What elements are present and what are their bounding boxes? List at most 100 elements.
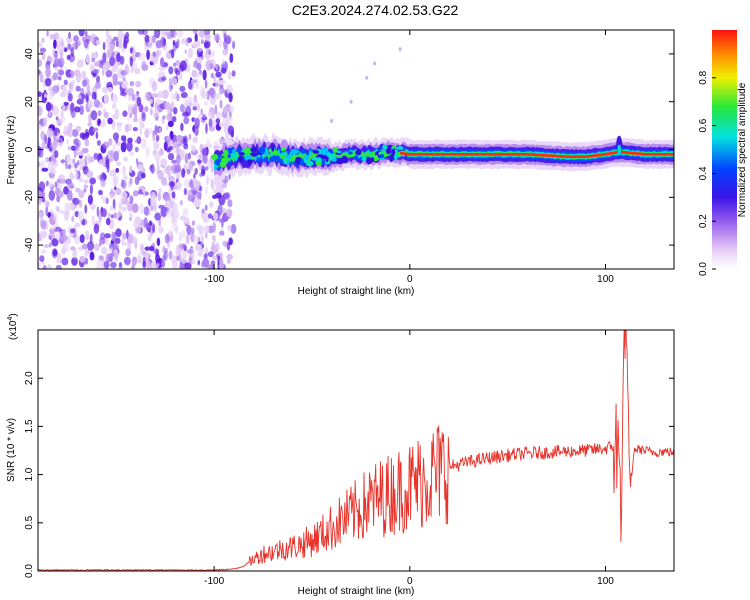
noise-speckle — [132, 190, 139, 197]
noise-speckle — [168, 77, 172, 83]
noise-speckle — [83, 184, 89, 189]
noise-speckle — [202, 258, 210, 268]
noise-speckle — [224, 122, 228, 128]
noise-speckle — [57, 42, 63, 53]
noise-speckle — [172, 40, 176, 46]
noise-speckle — [200, 108, 203, 115]
noise-speckle — [210, 163, 214, 173]
noise-speckle — [158, 127, 162, 133]
noise-speckle — [63, 101, 69, 106]
noise-speckle — [103, 260, 110, 269]
noise-speckle — [171, 159, 178, 164]
noise-speckle — [138, 189, 143, 195]
noise-speckle — [56, 195, 61, 203]
noise-speckle — [96, 258, 103, 267]
noise-speckle — [43, 244, 50, 248]
signal-blob — [396, 146, 404, 150]
noise-speckle — [186, 249, 194, 254]
noise-speckle — [365, 75, 369, 80]
noise-speckle — [79, 105, 84, 115]
signal-blob — [231, 154, 239, 158]
noise-speckle — [75, 125, 82, 132]
noise-speckle — [166, 200, 170, 206]
noise-speckle — [128, 95, 132, 101]
noise-speckle — [91, 215, 96, 226]
noise-speckle — [51, 238, 59, 247]
noise-speckle — [162, 245, 166, 254]
noise-speckle — [65, 244, 69, 252]
noise-speckle — [95, 264, 103, 269]
noise-speckle — [40, 190, 46, 199]
noise-speckle — [69, 228, 75, 234]
noise-speckle — [132, 117, 139, 123]
noise-speckle — [154, 30, 161, 39]
noise-speckle — [89, 184, 93, 195]
noise-speckle — [188, 163, 193, 170]
noise-speckle — [196, 103, 201, 112]
noise-speckle — [173, 107, 178, 115]
noise-speckle — [117, 39, 123, 49]
noise-speckle — [158, 226, 164, 234]
noise-speckle — [92, 72, 97, 78]
noise-speckle — [121, 179, 127, 189]
noise-speckle — [122, 232, 127, 240]
noise-speckle — [48, 182, 53, 188]
noise-speckle — [177, 181, 180, 187]
noise-speckle — [83, 188, 87, 193]
noise-speckle — [224, 132, 230, 138]
noise-speckle — [136, 226, 142, 234]
noise-speckle — [210, 72, 215, 79]
noise-speckle — [56, 36, 65, 45]
noise-speckle — [193, 136, 199, 143]
noise-speckle — [226, 253, 233, 260]
noise-speckle — [104, 111, 109, 119]
noise-speckle — [58, 174, 66, 182]
noise-speckle — [56, 132, 60, 142]
noise-speckle — [48, 189, 55, 201]
noise-speckle — [199, 172, 203, 177]
noise-speckle — [161, 30, 166, 38]
noise-speckle — [152, 223, 156, 234]
noise-speckle — [105, 197, 109, 205]
noise-speckle — [188, 133, 192, 141]
noise-speckle — [98, 159, 104, 165]
noise-speckle — [76, 71, 80, 78]
noise-speckle — [152, 81, 158, 92]
noise-speckle — [175, 60, 181, 66]
noise-speckle — [207, 111, 212, 117]
noise-speckle — [137, 252, 141, 261]
noise-speckle — [196, 39, 201, 48]
noise-speckle — [155, 49, 160, 58]
noise-speckle — [88, 113, 92, 124]
noise-speckle — [94, 243, 100, 251]
noise-speckle — [144, 246, 151, 251]
noise-speckle — [48, 242, 52, 248]
noise-speckle — [144, 106, 149, 113]
noise-speckle — [137, 170, 143, 181]
noise-speckle — [60, 110, 64, 118]
noise-speckle — [52, 90, 56, 97]
noise-speckle — [72, 197, 80, 205]
noise-speckle — [48, 235, 52, 240]
noise-speckle — [82, 79, 88, 88]
noise-speckle — [373, 61, 377, 66]
noise-speckle — [160, 158, 168, 167]
snr-multiplier: (x104) — [7, 313, 19, 340]
noise-speckle — [107, 87, 113, 92]
colorbar-gradient — [712, 30, 737, 269]
noise-speckle — [167, 152, 175, 161]
noise-speckle — [77, 146, 81, 152]
noise-speckle — [38, 70, 41, 75]
noise-speckle — [127, 104, 132, 115]
noise-speckle — [54, 150, 59, 159]
noise-speckle — [111, 231, 115, 242]
noise-speckle — [86, 170, 94, 179]
noise-speckle — [154, 212, 162, 221]
noise-speckle — [215, 111, 223, 119]
noise-speckle — [123, 138, 127, 149]
noise-speckle — [152, 248, 160, 254]
noise-speckle — [111, 65, 115, 74]
noise-speckle — [164, 196, 172, 202]
noise-speckle — [208, 118, 213, 128]
noise-speckle — [85, 95, 89, 101]
